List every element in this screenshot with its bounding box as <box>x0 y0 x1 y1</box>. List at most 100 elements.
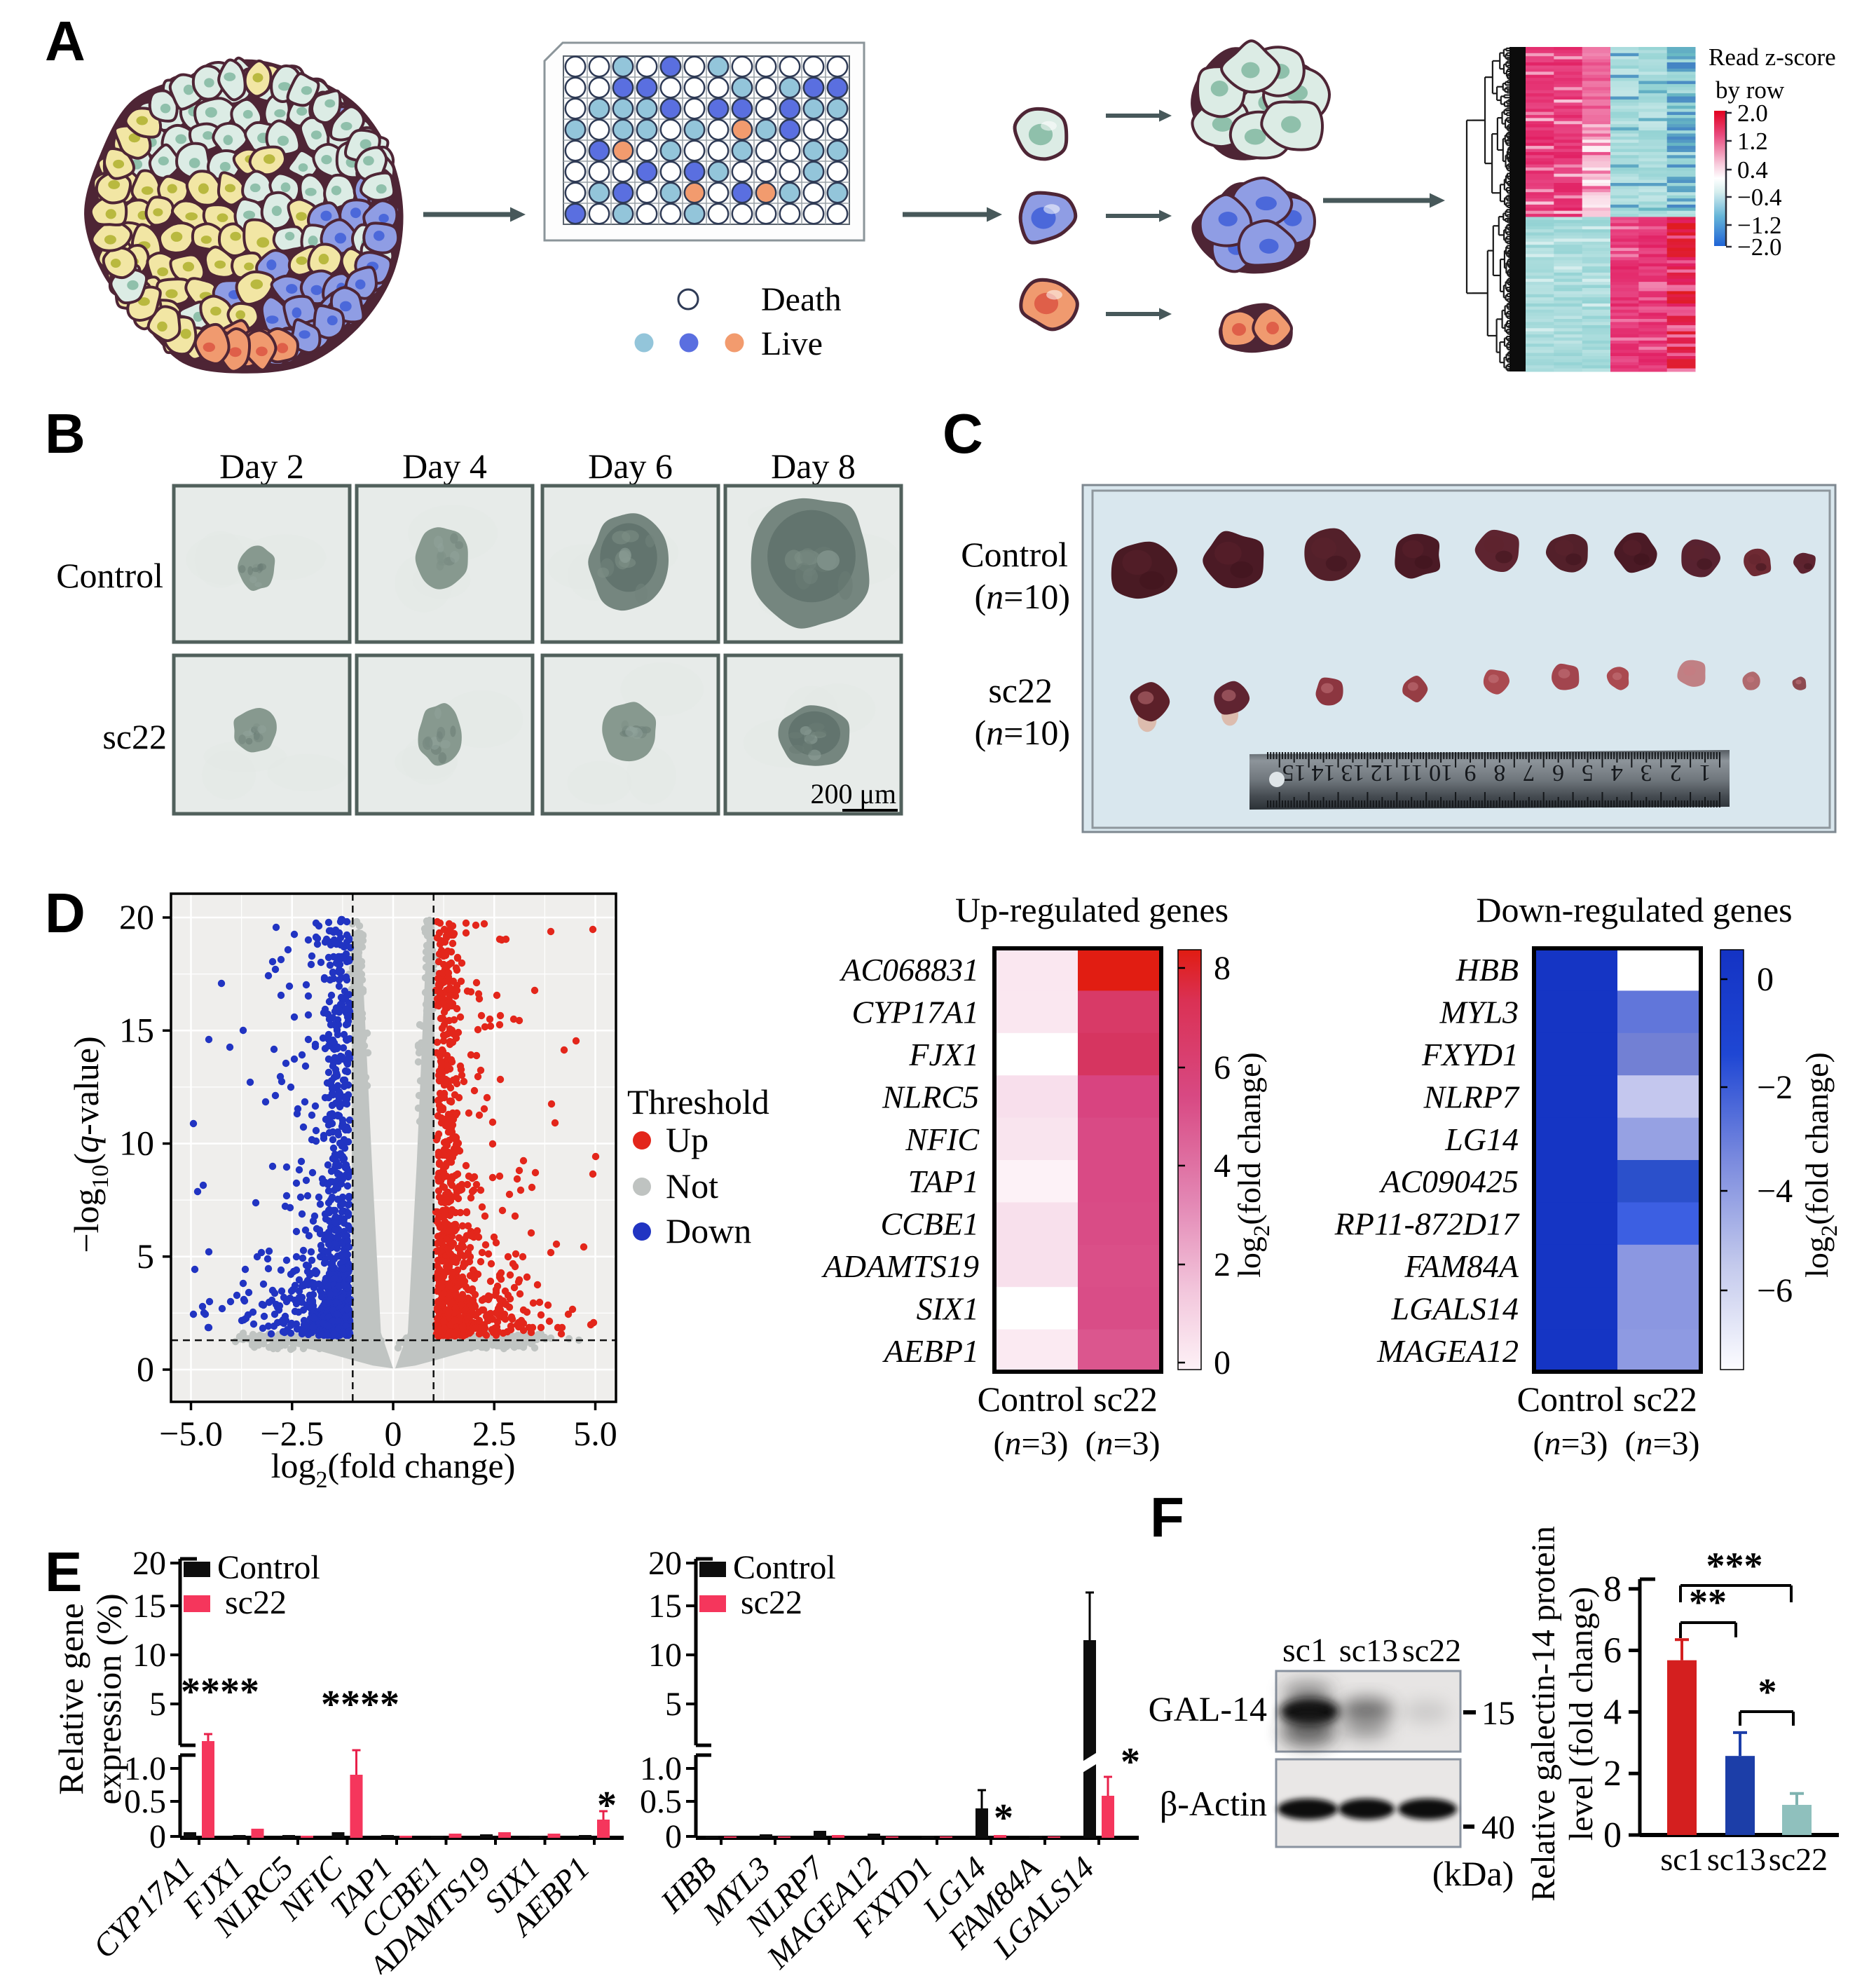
svg-text:−2.0: −2.0 <box>1737 233 1782 261</box>
svg-text:expression (%): expression (%) <box>89 1593 128 1804</box>
svg-text:20: 20 <box>132 1545 166 1582</box>
svg-text:FJX1: FJX1 <box>908 1037 979 1072</box>
svg-text:LG14: LG14 <box>1444 1121 1519 1157</box>
svg-text:15: 15 <box>132 1588 166 1625</box>
svg-text:*: * <box>1758 1671 1777 1713</box>
svg-text:2.0: 2.0 <box>1737 100 1768 127</box>
svg-text:****: **** <box>181 1670 259 1714</box>
svg-text:40: 40 <box>1481 1809 1515 1846</box>
svg-text:−4: −4 <box>1757 1173 1793 1210</box>
svg-text:0: 0 <box>1603 1815 1622 1855</box>
svg-text:11: 11 <box>1400 760 1423 786</box>
svg-text:Down-regulated genes: Down-regulated genes <box>1476 890 1792 929</box>
svg-text:10: 10 <box>1429 760 1453 786</box>
svg-text:6: 6 <box>1603 1631 1622 1671</box>
svg-text:3: 3 <box>1641 760 1652 786</box>
svg-text:4: 4 <box>1611 760 1623 786</box>
svg-text:(n=3): (n=3) <box>1624 1425 1699 1462</box>
svg-text:MYL3: MYL3 <box>1439 995 1519 1030</box>
svg-text:(n=3): (n=3) <box>1533 1425 1608 1462</box>
svg-text:−log10(q-value): −log10(q-value) <box>67 1036 114 1253</box>
svg-text:sc22: sc22 <box>1769 1841 1828 1877</box>
svg-text:15: 15 <box>1282 760 1306 786</box>
svg-text:0: 0 <box>665 1818 682 1855</box>
svg-text:Day 2: Day 2 <box>219 446 304 486</box>
svg-text:NLRC5: NLRC5 <box>882 1079 979 1114</box>
svg-text:Control: Control <box>1517 1379 1624 1419</box>
svg-text:Relative galectin-14 protein: Relative galectin-14 protein <box>1525 1526 1562 1902</box>
svg-text:log2(fold change): log2(fold change) <box>271 1446 516 1493</box>
svg-text:8: 8 <box>1603 1569 1622 1609</box>
svg-text:**: ** <box>1689 1581 1727 1623</box>
svg-text:14: 14 <box>1312 760 1336 786</box>
svg-text:*: * <box>1121 1740 1140 1784</box>
svg-text:20: 20 <box>119 897 154 936</box>
svg-text:12: 12 <box>1370 760 1394 786</box>
svg-text:0.5: 0.5 <box>640 1783 682 1820</box>
svg-text:NLRP7: NLRP7 <box>1423 1079 1520 1114</box>
svg-text:200 μm: 200 μm <box>810 778 896 810</box>
svg-text:sc22: sc22 <box>741 1584 802 1621</box>
svg-text:sc22: sc22 <box>225 1584 287 1621</box>
svg-text:sc22: sc22 <box>1093 1379 1158 1419</box>
svg-text:7: 7 <box>1523 760 1535 786</box>
svg-text:1.0: 1.0 <box>124 1750 166 1787</box>
svg-text:CCBE1: CCBE1 <box>880 1206 979 1242</box>
svg-text:−0.4: −0.4 <box>1737 184 1782 211</box>
svg-text:AC068831: AC068831 <box>839 952 979 988</box>
svg-text:AC090425: AC090425 <box>1378 1164 1519 1199</box>
svg-text:F: F <box>1150 1486 1184 1548</box>
svg-text:5: 5 <box>149 1686 166 1723</box>
svg-text:(n=3): (n=3) <box>993 1425 1068 1462</box>
svg-text:HBB: HBB <box>1456 952 1519 988</box>
svg-text:1: 1 <box>1699 760 1711 786</box>
svg-text:sc13: sc13 <box>1707 1841 1766 1877</box>
svg-text:5: 5 <box>1582 760 1594 786</box>
svg-text:ADAMTS19: ADAMTS19 <box>821 1248 979 1284</box>
svg-text:Control: Control <box>217 1549 320 1586</box>
svg-text:*: * <box>994 1796 1013 1840</box>
svg-text:SIX1: SIX1 <box>917 1290 979 1326</box>
svg-text:Control: Control <box>961 535 1068 574</box>
svg-text:2.5: 2.5 <box>472 1414 516 1453</box>
svg-text:2: 2 <box>1670 760 1682 786</box>
svg-text:Threshold: Threshold <box>627 1082 769 1121</box>
svg-text:TAP1: TAP1 <box>908 1164 979 1199</box>
svg-text:4: 4 <box>1214 1147 1231 1185</box>
svg-text:C: C <box>943 402 983 465</box>
svg-text:10: 10 <box>119 1124 154 1163</box>
svg-text:FAM84A: FAM84A <box>1404 1248 1519 1284</box>
svg-text:8: 8 <box>1493 760 1505 786</box>
svg-text:10: 10 <box>132 1637 166 1674</box>
svg-text:0: 0 <box>1757 961 1774 998</box>
svg-text:MAGEA12: MAGEA12 <box>1376 1333 1519 1369</box>
svg-text:NFIC: NFIC <box>905 1121 980 1157</box>
svg-text:1.2: 1.2 <box>1737 128 1768 155</box>
svg-text:10: 10 <box>648 1637 682 1674</box>
svg-text:(kDa): (kDa) <box>1432 1854 1514 1893</box>
svg-text:sc22: sc22 <box>102 717 167 756</box>
svg-text:Read z-score: Read z-score <box>1709 43 1836 71</box>
svg-text:sc22: sc22 <box>1402 1632 1461 1668</box>
svg-text:5.0: 5.0 <box>573 1414 617 1453</box>
svg-text:sc1: sc1 <box>1660 1841 1703 1877</box>
svg-text:Up-regulated genes: Up-regulated genes <box>955 890 1228 929</box>
svg-text:0: 0 <box>137 1349 154 1389</box>
svg-text:6: 6 <box>1552 760 1564 786</box>
svg-text:Control: Control <box>733 1549 836 1586</box>
svg-text:15: 15 <box>1481 1695 1515 1732</box>
svg-text:Control: Control <box>978 1379 1085 1419</box>
svg-text:Day 4: Day 4 <box>402 446 487 486</box>
svg-text:Death: Death <box>761 281 842 318</box>
svg-text:Up: Up <box>666 1120 708 1159</box>
svg-text:8: 8 <box>1214 950 1231 987</box>
svg-text:B: B <box>45 402 85 465</box>
svg-text:13: 13 <box>1341 760 1364 786</box>
svg-text:E: E <box>45 1541 82 1603</box>
svg-text:by row: by row <box>1716 76 1785 104</box>
svg-text:−5.0: −5.0 <box>159 1414 223 1453</box>
svg-text:GAL-14: GAL-14 <box>1149 1689 1267 1728</box>
svg-text:(n=10): (n=10) <box>974 577 1070 616</box>
svg-text:RP11-872D17: RP11-872D17 <box>1334 1206 1520 1242</box>
svg-text:6: 6 <box>1214 1049 1231 1086</box>
